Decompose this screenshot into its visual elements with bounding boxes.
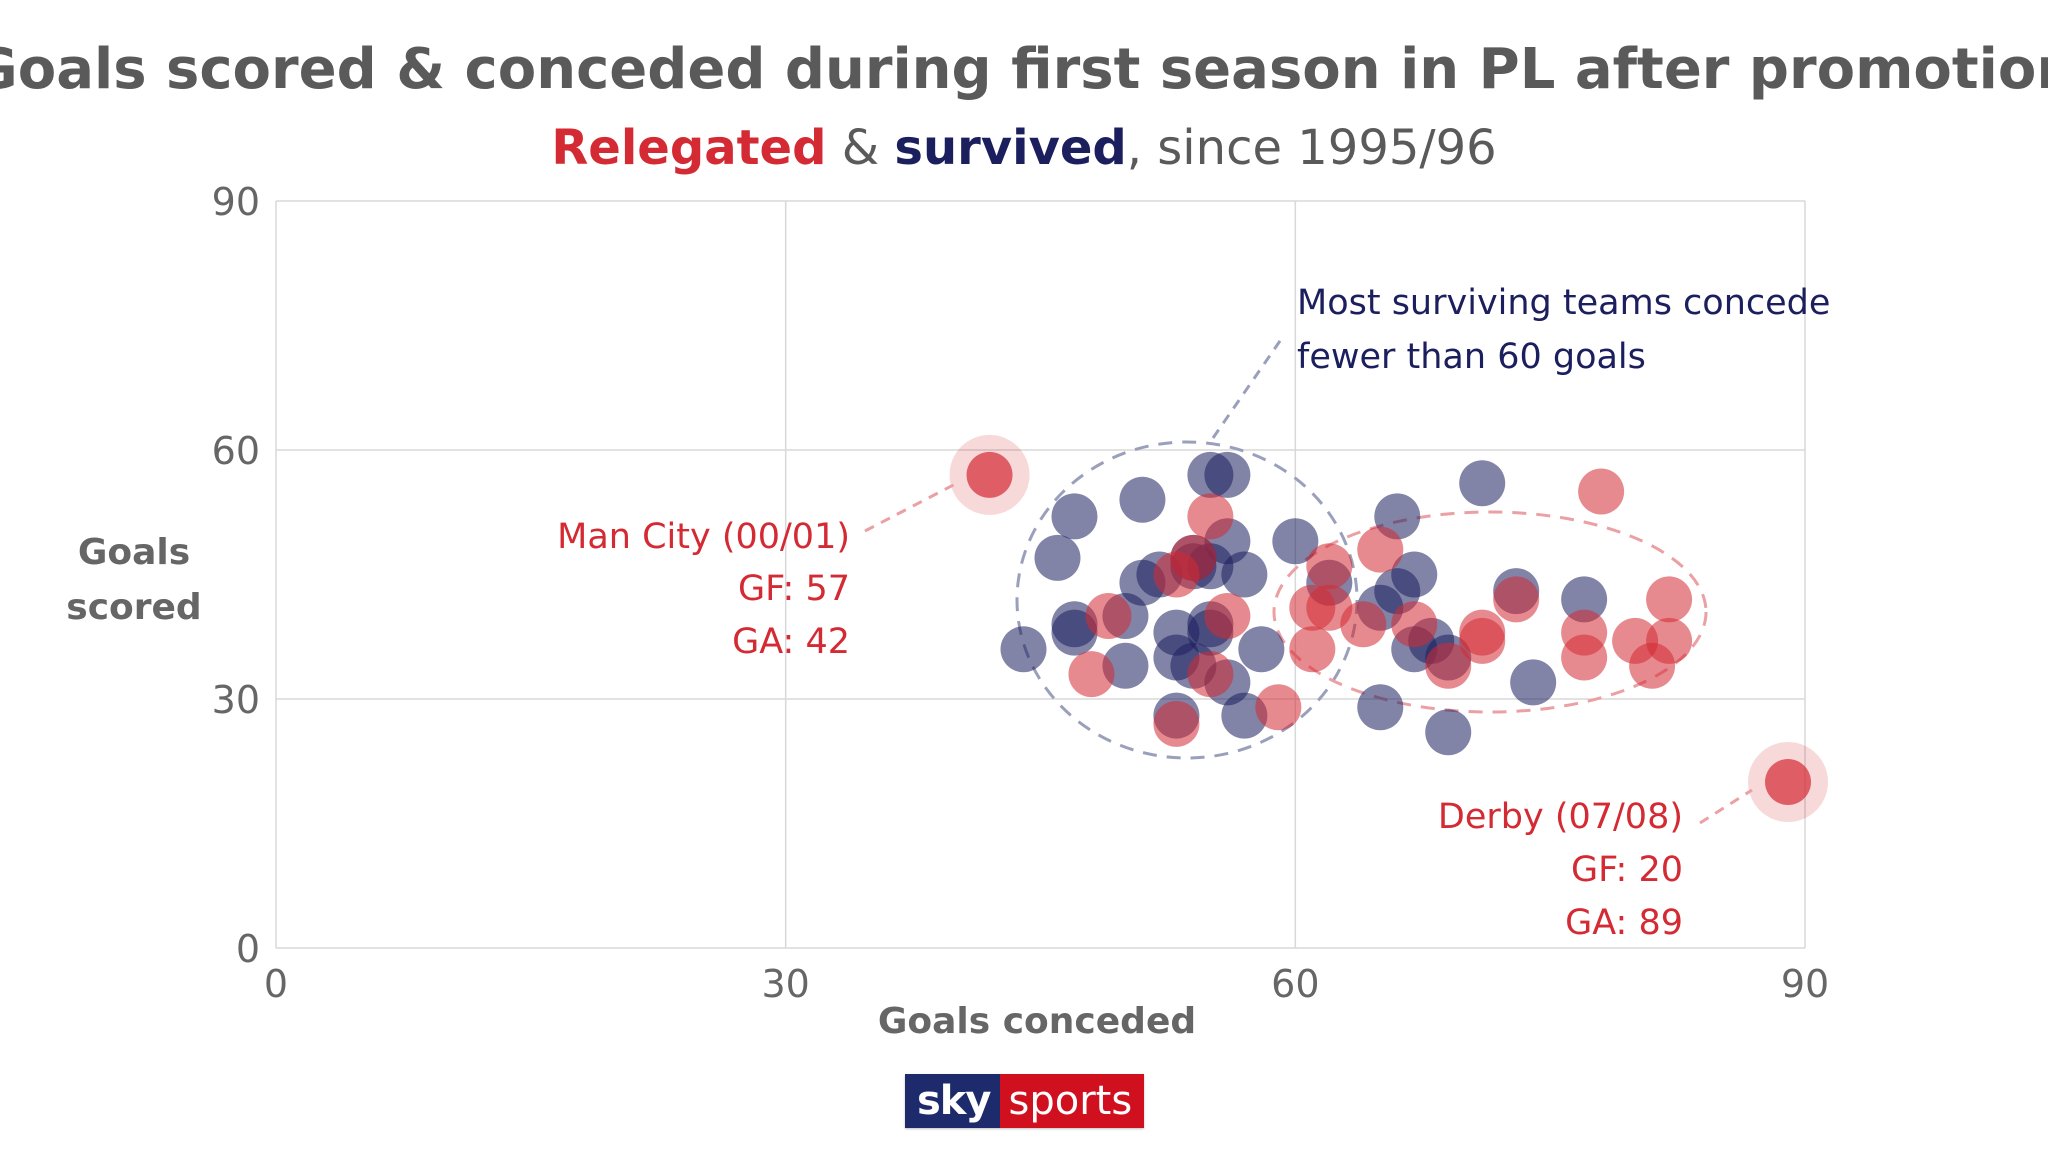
survivor-cluster-ellipse <box>1015 440 1359 760</box>
y-tick-label-60: 60 <box>212 429 260 473</box>
relegated-point-22 <box>1578 468 1625 515</box>
logo-sky: sky <box>905 1074 1001 1128</box>
survived-point-1 <box>1034 534 1081 581</box>
highlight-point-1 <box>1765 759 1812 805</box>
annotation-line2: fewer than 60 goals <box>1297 337 1646 377</box>
mancity-label-ga: GA: 42 <box>732 622 850 662</box>
relegated-point-12 <box>1306 543 1353 590</box>
survived-point-0 <box>1000 626 1047 673</box>
relegated-point-3 <box>1153 700 1200 747</box>
relegated-point-4 <box>1170 534 1217 581</box>
relegated-point-13 <box>1340 601 1387 648</box>
survived-point-21 <box>1204 451 1251 498</box>
y-tick-label-30: 30 <box>212 678 260 722</box>
relegated-point-0 <box>1068 651 1115 698</box>
subtitle-connector: & <box>826 120 894 176</box>
logo-sports: sports <box>1000 1074 1145 1128</box>
subtitle-relegated: Relegated <box>551 120 826 176</box>
sky-sports-logo: sky sports <box>905 1074 1145 1128</box>
relegated-point-15 <box>1391 601 1438 648</box>
survived-point-40 <box>1561 576 1608 623</box>
annotation-leader-line <box>1211 337 1284 439</box>
relegated-point-26 <box>1646 576 1693 623</box>
grid <box>275 200 1806 949</box>
y-axis-label-line1: Goals <box>78 532 190 573</box>
survived-point-25 <box>1238 626 1285 673</box>
mancity-leader-line <box>864 483 955 533</box>
derby-label-gf: GF: 20 <box>1571 850 1683 890</box>
survived-point-23 <box>1221 551 1268 598</box>
data-points <box>966 451 1812 805</box>
relegated-point-1 <box>1085 593 1132 639</box>
y-tick-labels: 0 30 60 90 <box>212 180 260 971</box>
subtitle-suffix: , since 1995/96 <box>1127 120 1497 176</box>
relegated-point-19 <box>1493 576 1540 623</box>
highlight-point-0 <box>966 451 1013 498</box>
relegated-point-25 <box>1646 617 1693 664</box>
survived-point-37 <box>1459 460 1506 507</box>
x-tick-label-90: 90 <box>1781 962 1829 1006</box>
relegated-point-8 <box>1255 684 1302 731</box>
relegated-point-21 <box>1561 634 1608 681</box>
survived-point-29 <box>1357 684 1404 731</box>
relegated-point-10 <box>1289 626 1336 673</box>
x-tick-label-0: 0 <box>264 962 288 1006</box>
survived-point-36 <box>1425 709 1472 756</box>
y-axis-label-line2: scored <box>66 587 201 628</box>
survived-point-7 <box>1119 476 1166 523</box>
y-tick-label-90: 90 <box>212 180 260 224</box>
relegated-point-18 <box>1459 609 1506 656</box>
survived-point-32 <box>1391 551 1438 598</box>
relegated-point-7 <box>1204 593 1251 639</box>
relegated-point-5 <box>1187 493 1234 540</box>
relegated-point-14 <box>1357 526 1404 573</box>
mancity-label-gf: GF: 57 <box>738 569 850 609</box>
derby-label-ga: GA: 89 <box>1565 903 1683 943</box>
survived-point-26 <box>1272 518 1319 565</box>
subtitle-survived: survived <box>894 120 1126 176</box>
relegated-point-6 <box>1187 651 1234 698</box>
x-tick-label-60: 60 <box>1271 962 1319 1006</box>
x-axis-label: Goals conceded <box>878 1001 1196 1042</box>
x-tick-label-30: 30 <box>761 962 809 1006</box>
survived-point-2 <box>1051 493 1098 540</box>
chart-subtitle: Relegated & survived, since 1995/96 <box>551 120 1496 176</box>
relegated-point-11 <box>1306 584 1353 631</box>
survived-point-39 <box>1510 659 1557 706</box>
mancity-label-name: Man City (00/01) <box>557 517 850 557</box>
x-tick-labels: 0 30 60 90 <box>264 962 1829 1006</box>
derby-leader-line <box>1699 788 1753 825</box>
relegated-cluster-ellipse <box>1272 510 1708 714</box>
y-tick-label-0: 0 <box>236 927 260 971</box>
chart-title: Goals scored & conceded during first sea… <box>0 37 2048 102</box>
relegated-point-16 <box>1425 642 1472 689</box>
derby-label-name: Derby (07/08) <box>1438 797 1683 837</box>
annotation-line1: Most surviving teams concede <box>1297 283 1830 323</box>
